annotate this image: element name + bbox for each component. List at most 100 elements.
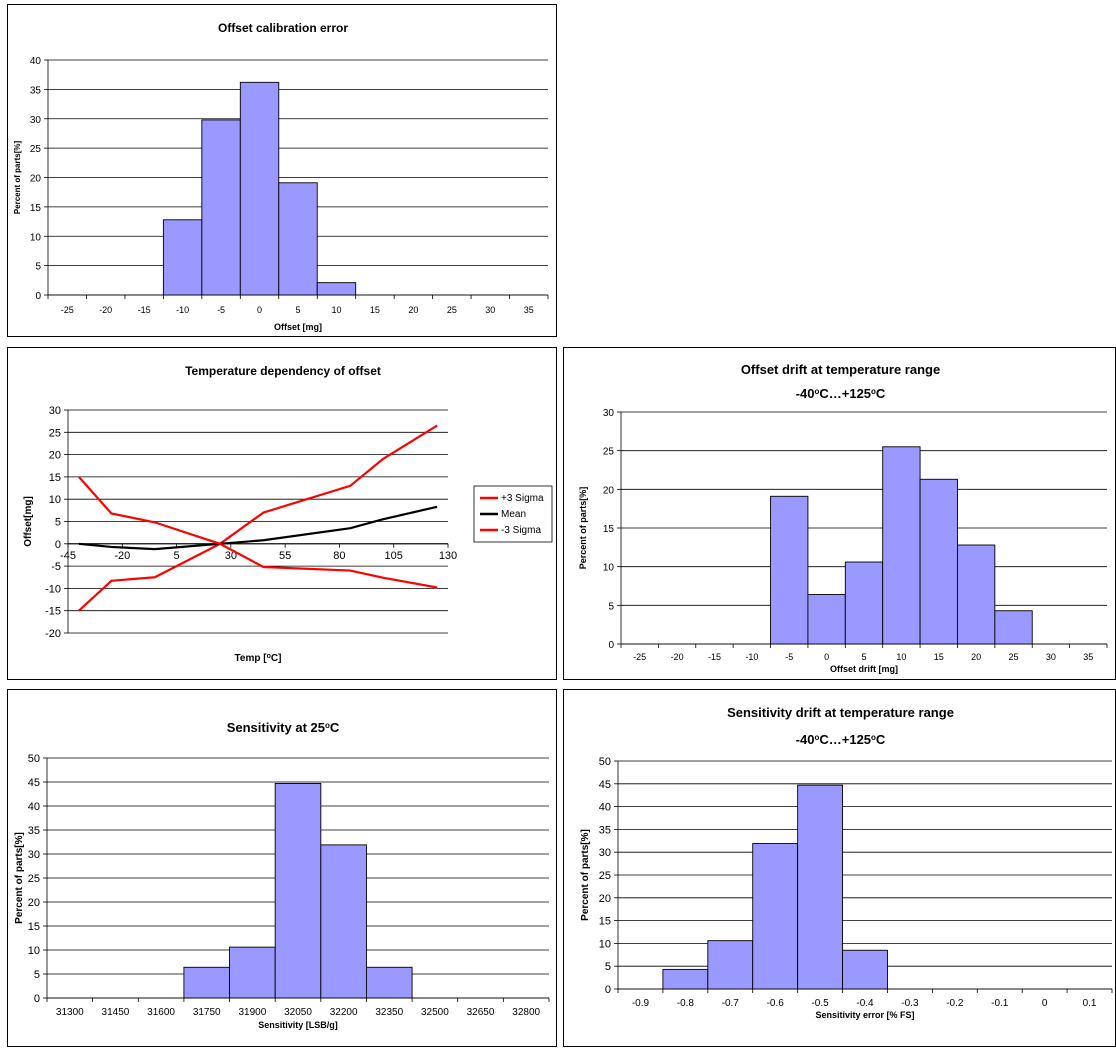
- y-axis-label: Percent of parts[%]: [14, 832, 25, 924]
- legend-label: +3 Sigma: [501, 493, 544, 504]
- y-tick-label: 45: [599, 779, 611, 791]
- y-tick-label: 40: [30, 56, 42, 67]
- chart-sensitivity-drift: Sensitivity drift at temperature range -4…: [563, 689, 1116, 1047]
- histogram-bar: [797, 784, 843, 990]
- x-tick-label: 30: [485, 305, 495, 315]
- x-tick-label: 130: [439, 550, 457, 562]
- y-tick-label: -10: [45, 583, 61, 595]
- histogram-bar: [183, 966, 230, 999]
- legend-label: Mean: [501, 509, 526, 520]
- histogram-bar: [239, 81, 280, 296]
- y-tick-label: 45: [28, 777, 40, 789]
- x-tick-label: 0: [824, 652, 829, 662]
- chart-offset-drift: Offset drift at temperature range -40oC…+…: [563, 347, 1116, 680]
- x-tick-label: 20: [971, 652, 981, 662]
- histogram-bar: [919, 478, 958, 645]
- x-tick-label: 32500: [421, 1007, 449, 1018]
- y-tick-label: 20: [599, 893, 611, 905]
- x-tick-label: 5: [861, 652, 866, 662]
- y-tick-label: -5: [51, 561, 61, 573]
- chart-temperature-dependency-of-offset: Temperature dependency of offset -20 -15 -1…: [7, 347, 557, 680]
- y-tick-label: 25: [603, 447, 615, 458]
- chart-title: Sensitivity at 25oC: [227, 720, 340, 735]
- y-tick-label: 0: [608, 640, 614, 651]
- x-tick-label: 55: [279, 550, 291, 562]
- histogram-bar: [770, 495, 809, 645]
- histogram-bar: [229, 946, 276, 999]
- x-tick-label: 80: [333, 550, 345, 562]
- y-axis-label: Offset[mg]: [23, 496, 34, 547]
- y-tick-label: 35: [30, 85, 42, 96]
- x-tick-label: -20: [671, 652, 684, 662]
- histogram-bar: [274, 782, 322, 999]
- chart-sensitivity-25c: Sensitivity at 25oC 0 5 10 15 20 25 30 35 40 45 50 P…: [7, 689, 557, 1047]
- histogram-bar: [752, 843, 799, 990]
- y-axis-label: Percent of parts[%]: [13, 140, 22, 214]
- y-tick-label: 20: [49, 450, 61, 462]
- y-tick-label: 0: [35, 291, 41, 302]
- x-tick-label: -20: [99, 305, 112, 315]
- x-tick-label: -25: [61, 305, 74, 315]
- histogram-bar: [842, 949, 888, 990]
- x-tick-label: -0.7: [722, 998, 740, 1009]
- histogram-bar: [201, 119, 241, 296]
- y-axis-label: Percent of parts[%]: [580, 829, 591, 921]
- histogram-bar: [707, 940, 754, 990]
- y-tick-label: 5: [34, 969, 40, 981]
- y-tick-label: 15: [30, 203, 42, 214]
- x-tick-label: 10: [331, 305, 341, 315]
- histogram-bar: [320, 844, 367, 999]
- y-tick-label: 10: [28, 945, 40, 957]
- y-axis-label: Percent of parts[%]: [578, 487, 588, 570]
- y-tick-label: 15: [603, 524, 615, 535]
- y-tick-label: 40: [599, 802, 611, 814]
- series-line: [78, 424, 438, 612]
- x-tick-label: 10: [896, 652, 906, 662]
- y-tick-label: 15: [599, 916, 611, 928]
- x-tick-label: 15: [934, 652, 944, 662]
- x-axis-label: Offset drift [mg]: [830, 664, 898, 674]
- y-tick-label: 5: [608, 601, 614, 612]
- y-tick-label: 35: [28, 825, 40, 837]
- y-tick-label: 35: [599, 824, 611, 836]
- x-tick-label: 105: [385, 550, 403, 562]
- chart-3-svg: Sensitivity at 25oC 0 5 10 15 20 25 30 35 40 45 50 P…: [14, 720, 550, 1030]
- x-axis-label: Sensitivity [LSB/g]: [258, 1020, 338, 1030]
- x-tick-label: -0.5: [811, 998, 829, 1009]
- y-tick-label: 10: [30, 232, 42, 243]
- x-tick-label: 0.1: [1083, 998, 1097, 1009]
- x-tick-label: 25: [1009, 652, 1019, 662]
- y-tick-label: 50: [28, 753, 40, 765]
- y-tick-label: 25: [599, 870, 611, 882]
- x-tick-label: 31750: [193, 1007, 221, 1018]
- chart-4-svg: Sensitivity drift at temperature range -4…: [580, 705, 1113, 1020]
- x-tick-label: 32650: [467, 1007, 495, 1018]
- y-tick-label: 20: [28, 897, 40, 909]
- x-tick-label: -5: [785, 652, 793, 662]
- x-tick-label: -25: [633, 652, 646, 662]
- x-tick-label: 25: [447, 305, 457, 315]
- x-tick-label: 31450: [102, 1007, 130, 1018]
- y-tick-label: 25: [30, 144, 42, 155]
- x-tick-label: 35: [524, 305, 534, 315]
- y-tick-label: 25: [28, 873, 40, 885]
- x-tick-label: -15: [138, 305, 151, 315]
- x-tick-label: 31900: [238, 1007, 266, 1018]
- y-tick-label: -20: [45, 628, 61, 640]
- y-tick-label: 5: [35, 262, 41, 273]
- x-axis-label: Sensitivity error [% FS]: [815, 1010, 914, 1020]
- x-tick-label: 35: [1083, 652, 1093, 662]
- chart-2-svg: Offset drift at temperature range -40oC…+…: [578, 362, 1108, 674]
- histogram-bar: [994, 610, 1033, 645]
- x-tick-label: -45: [60, 550, 76, 562]
- x-tick-label: -10: [745, 652, 758, 662]
- x-tick-label: 31300: [56, 1007, 84, 1018]
- x-tick-label: 32800: [512, 1007, 540, 1018]
- x-axis-label: Offset [mg]: [274, 322, 322, 332]
- x-tick-label: 5: [174, 550, 180, 562]
- y-tick-label: 15: [28, 921, 40, 933]
- histogram-bar: [662, 968, 709, 990]
- x-tick-label: -0.6: [767, 998, 785, 1009]
- histogram-bar: [957, 544, 996, 645]
- y-tick-label: 30: [28, 849, 40, 861]
